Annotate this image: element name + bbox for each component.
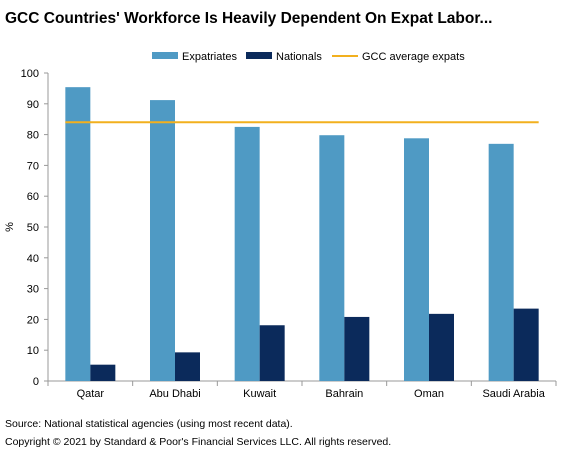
y-axis-title: % [4, 222, 16, 232]
x-tick-label: Qatar [77, 388, 105, 400]
x-tick-label: Saudi Arabia [482, 388, 545, 400]
x-tick-label: Kuwait [243, 388, 276, 400]
y-tick-label: 60 [27, 191, 39, 203]
bar-nationals [429, 313, 454, 381]
y-tick-label: 50 [27, 222, 39, 234]
bar-nationals [259, 325, 285, 381]
legend-nationals-label: Nationals [276, 51, 322, 63]
y-tick-label: 80 [27, 130, 39, 142]
legend-expatriates-swatch [152, 52, 178, 59]
bar-nationals [513, 308, 539, 381]
x-tick-label: Abu Dhabi [149, 388, 200, 400]
legend-gcc-average-label: GCC average expats [362, 51, 465, 63]
y-tick-label: 70 [27, 160, 39, 172]
bar-expatriates [65, 87, 91, 381]
bar-expatriates [488, 143, 514, 381]
legend-expatriates-label: Expatriates [182, 51, 238, 63]
y-tick-label: 30 [27, 284, 39, 296]
y-tick-label: 0 [33, 376, 39, 388]
x-tick-label: Oman [414, 388, 444, 400]
y-tick-label: 90 [27, 99, 39, 111]
bar-chart: 0 10 20 30 40 50 60 70 80 90 100% Qatar Abu Dhabi Kuw… [4, 51, 557, 400]
y-tick-label: 100 [21, 68, 39, 80]
bar-nationals [175, 352, 200, 381]
legend-nationals-swatch [246, 52, 272, 59]
copyright-note: Copyright © 2021 by Standard & Poor's Fi… [5, 436, 392, 448]
source-note: Source: National statistical agencies (u… [5, 418, 293, 430]
bar-nationals [344, 316, 370, 381]
y-tick-label: 10 [27, 345, 39, 357]
y-tick-label: 40 [27, 253, 39, 265]
y-tick-label: 20 [27, 314, 39, 326]
chart-title: GCC Countries' Workforce Is Heavily Depe… [5, 10, 493, 27]
bar-expatriates [150, 100, 175, 381]
x-tick-label: Bahrain [325, 388, 363, 400]
bar-expatriates [234, 126, 260, 382]
bar-nationals [90, 364, 116, 381]
bar-expatriates [319, 135, 345, 381]
bar-expatriates [404, 138, 429, 381]
